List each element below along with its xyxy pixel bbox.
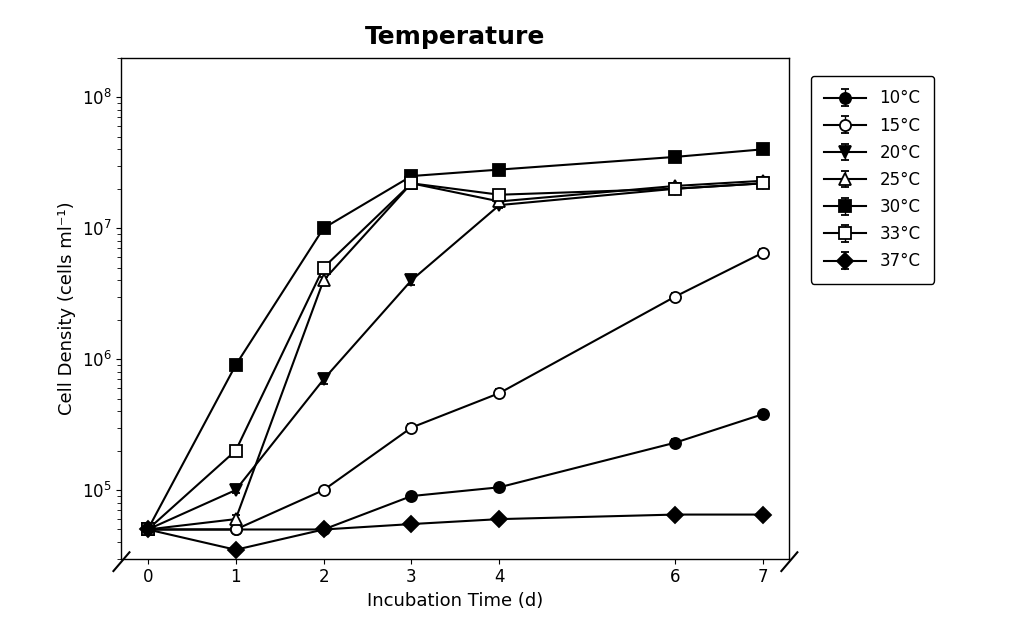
Legend: 10°C, 15°C, 20°C, 25°C, 30°C, 33°C, 37°C: 10°C, 15°C, 20°C, 25°C, 30°C, 33°C, 37°C xyxy=(810,76,933,284)
X-axis label: Incubation Time (d): Incubation Time (d) xyxy=(367,592,543,610)
Title: Temperature: Temperature xyxy=(365,25,545,49)
Y-axis label: Cell Density (cells ml⁻¹): Cell Density (cells ml⁻¹) xyxy=(59,202,76,415)
